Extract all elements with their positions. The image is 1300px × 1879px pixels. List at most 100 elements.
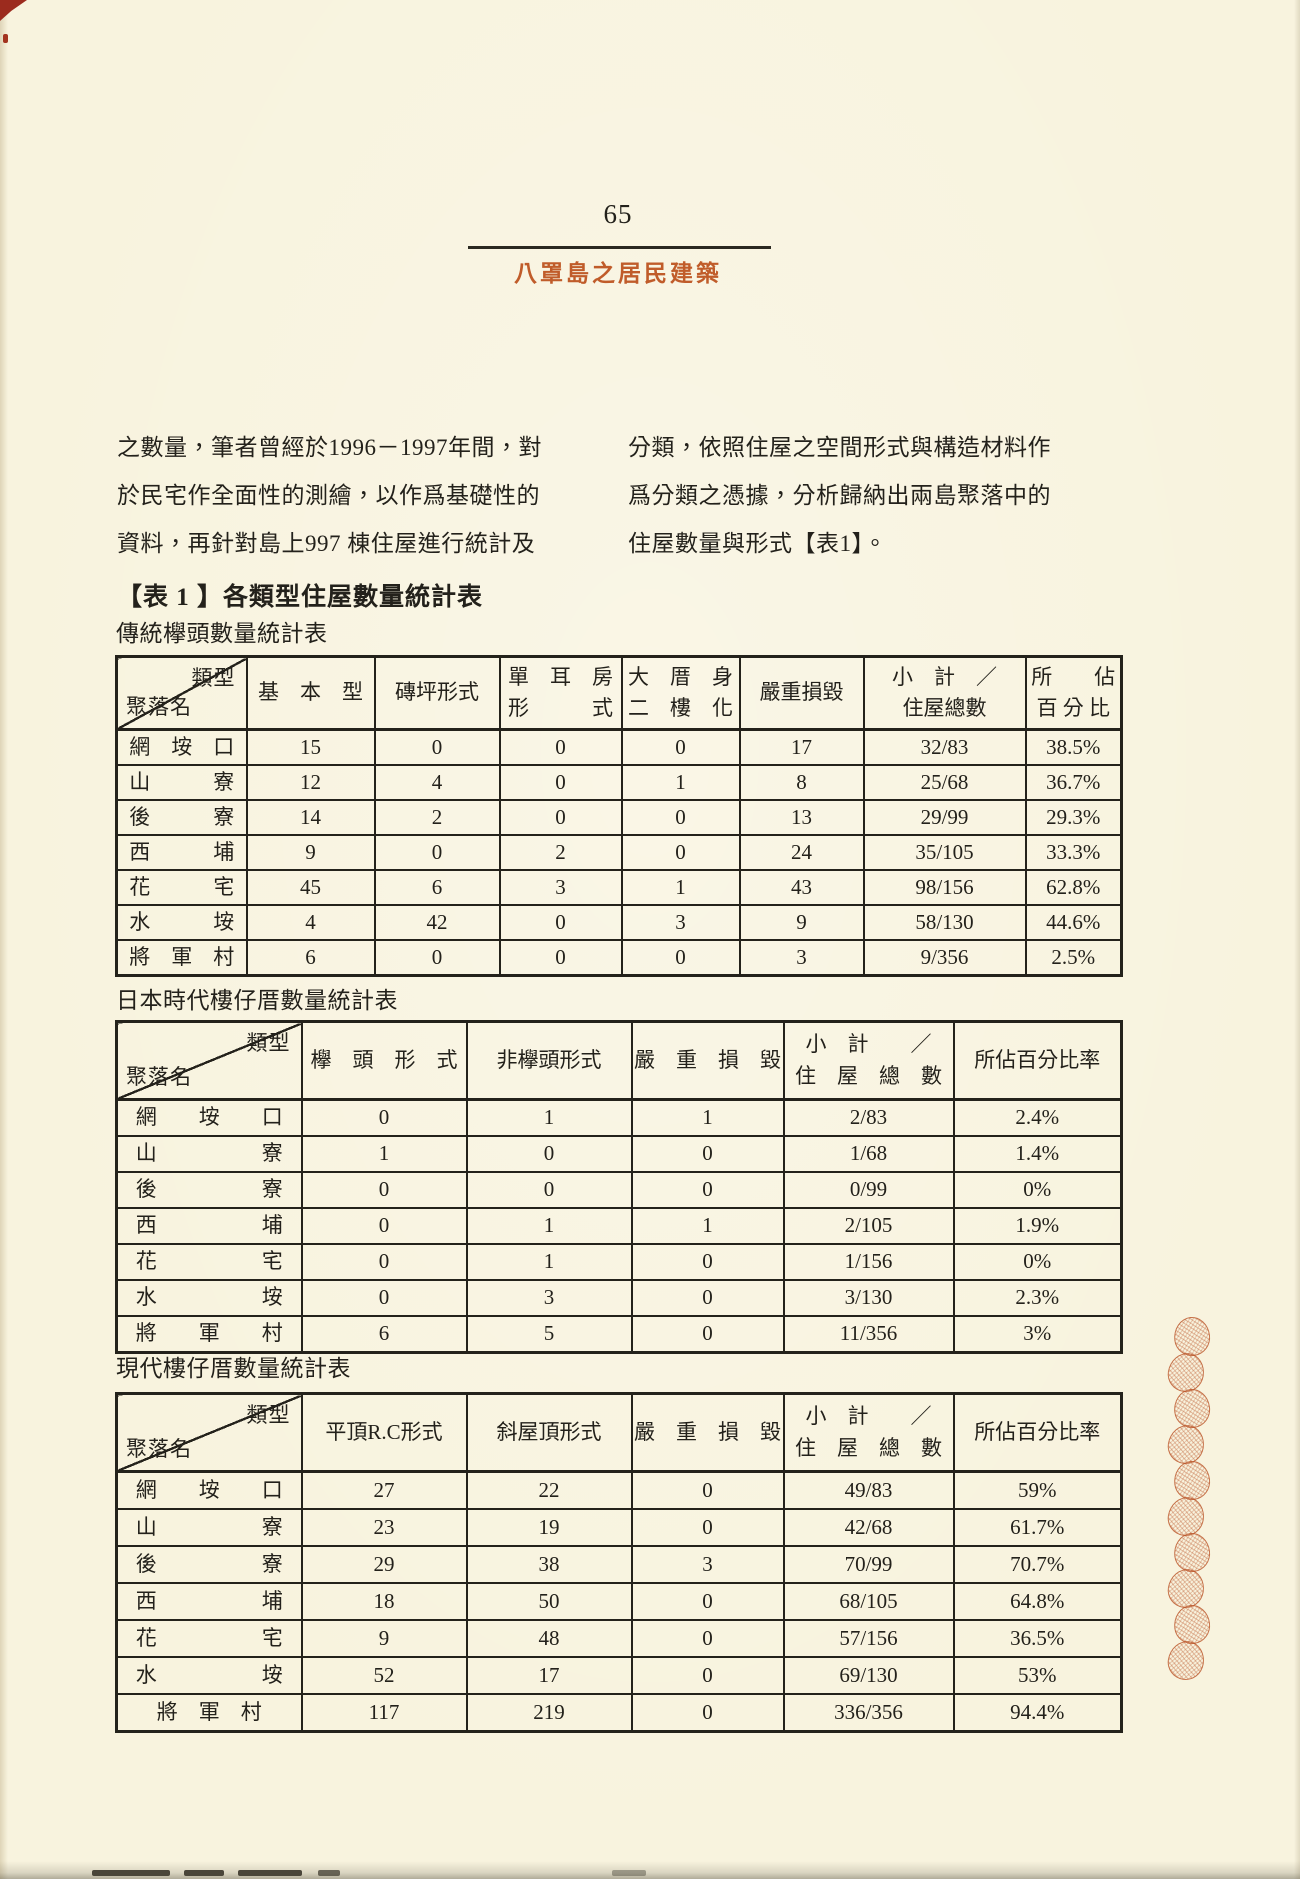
column-header: 欅 頭 形 式 bbox=[300, 1020, 468, 1101]
table-cell: 68/105 bbox=[782, 1582, 955, 1621]
diagonal-header-cell: 類型 聚落名 bbox=[115, 1392, 303, 1473]
table-cell: 9 bbox=[738, 904, 865, 941]
row-label: 水 垵 bbox=[115, 904, 248, 941]
table-cell: 44.6% bbox=[1024, 904, 1123, 941]
table-traditional-kueitou: 類型 聚落名基 本 型磚坪形式單 耳 房 形 式大 厝 身 二 樓 化嚴重損毀小 … bbox=[115, 655, 1123, 977]
table-modern-loutsaichu: 類型 聚落名 平頂R.C形式 斜屋頂形式嚴 重 損 毀小 計 ／ 住 屋 總 數所佔百… bbox=[115, 1392, 1123, 1733]
table-body: 網 垵 口 0 1 1 2/83 2.4% 山 寮 1 0 0 1/68 1.4% 後 寮 0 0 0 0/99… bbox=[115, 1098, 1123, 1354]
table-cell: 42 bbox=[373, 904, 501, 941]
row-label: 將 軍 村 bbox=[115, 1315, 303, 1354]
table-cell: 0/99 bbox=[782, 1171, 955, 1209]
table-cell: 3% bbox=[952, 1315, 1123, 1354]
intro-line: 之數量，筆者曾經於1996－1997年間，對 bbox=[117, 435, 542, 460]
table-cell: 0 bbox=[630, 1135, 785, 1173]
table-row: 山 寮 1 0 0 1/68 1.4% bbox=[115, 1135, 1123, 1173]
table-cell: 3/130 bbox=[782, 1279, 955, 1317]
diagonal-top-label: 類型 bbox=[246, 1403, 291, 1427]
table-cell: 1 bbox=[465, 1098, 633, 1137]
table-row: 將 軍 村 6 5 0 11/356 3% bbox=[115, 1315, 1123, 1354]
intro-left-column: 之數量，筆者曾經於1996－1997年間，對 於民宅作全面性的測繪，以作爲基礎性… bbox=[117, 424, 597, 568]
row-label: 將 軍 村 bbox=[115, 1693, 303, 1733]
table-caption-modern: 現代樓仔厝數量統計表 bbox=[116, 1356, 351, 1381]
column-header: 大 厝 身 二 樓 化 bbox=[620, 655, 741, 731]
scan-bottom-dash bbox=[238, 1870, 302, 1876]
table-cell: 0 bbox=[300, 1098, 468, 1137]
table1-main-title: 【表 1 】各類型住屋數量統計表 bbox=[117, 584, 484, 611]
table-cell: 52 bbox=[300, 1656, 468, 1695]
table-cell: 0 bbox=[620, 728, 741, 766]
table-cell: 0 bbox=[300, 1207, 468, 1245]
table-cell: 0 bbox=[373, 939, 501, 977]
column-header: 小 計 ／ 住 屋 總 數 bbox=[782, 1020, 955, 1101]
table-cell: 69/130 bbox=[782, 1656, 955, 1695]
table-cell: 11/356 bbox=[782, 1315, 955, 1354]
intro-line: 於民宅作全面性的測繪，以作爲基礎性的 bbox=[117, 483, 540, 508]
table-cell: 0% bbox=[952, 1171, 1123, 1209]
table-row: 後 寮 0 0 0 0/99 0% bbox=[115, 1171, 1123, 1209]
table-cell: 0 bbox=[465, 1135, 633, 1173]
table-cell: 0 bbox=[498, 939, 623, 977]
table-row: 山 寮 12 4 0 1 8 25/68 36.7% bbox=[115, 764, 1123, 801]
table-cell: 23 bbox=[300, 1508, 468, 1547]
table-cell: 17 bbox=[738, 728, 865, 766]
table-cell: 24 bbox=[738, 834, 865, 871]
table-cell: 64.8% bbox=[952, 1582, 1123, 1621]
table-cell: 70/99 bbox=[782, 1545, 955, 1584]
table-cell: 0 bbox=[498, 904, 623, 941]
seal-stamp-icon bbox=[1165, 1350, 1207, 1395]
table-head: 類型 聚落名欅 頭 形 式非欅頭形式嚴 重 損 毀小 計 ／ 住 屋 總 數所佔百… bbox=[115, 1020, 1123, 1101]
row-label: 西 埔 bbox=[115, 834, 248, 871]
table-head: 類型 聚落名 平頂R.C形式 斜屋頂形式嚴 重 損 毀小 計 ／ 住 屋 總 數所佔百… bbox=[115, 1392, 1123, 1473]
row-label: 水 垵 bbox=[115, 1656, 303, 1695]
table-cell: 32/83 bbox=[862, 728, 1027, 766]
row-label: 水 垵 bbox=[115, 1279, 303, 1317]
table-cell: 1.9% bbox=[952, 1207, 1123, 1245]
table-japanese-era-loutsaichu: 類型 聚落名欅 頭 形 式非欅頭形式嚴 重 損 毀小 計 ／ 住 屋 總 數所佔百… bbox=[115, 1020, 1123, 1354]
table-cell: 0 bbox=[630, 1171, 785, 1209]
table-cell: 1 bbox=[465, 1243, 633, 1281]
scan-bottom-dash bbox=[612, 1870, 646, 1876]
table-cell: 117 bbox=[300, 1693, 468, 1733]
table-cell: 2.3% bbox=[952, 1279, 1123, 1317]
table-row: 水 垵 52 17 0 69/130 53% bbox=[115, 1656, 1123, 1695]
table-caption-traditional: 傳統欅頭數量統計表 bbox=[116, 621, 328, 646]
table-caption-japanese-era: 日本時代樓仔厝數量統計表 bbox=[116, 988, 398, 1013]
table-cell: 2 bbox=[498, 834, 623, 871]
table-cell: 57/156 bbox=[782, 1619, 955, 1658]
seal-stamp-icon bbox=[1165, 1422, 1207, 1467]
table-cell: 29/99 bbox=[862, 799, 1027, 836]
table-row: 西 埔 9 0 2 0 24 35/105 33.3% bbox=[115, 834, 1123, 871]
table-row: 水 垵 4 42 0 3 9 58/130 44.6% bbox=[115, 904, 1123, 941]
table-cell: 0 bbox=[630, 1243, 785, 1281]
row-label: 後 寮 bbox=[115, 1545, 303, 1584]
column-header: 所 佔 百 分 比 bbox=[1024, 655, 1123, 731]
table-cell: 2.4% bbox=[952, 1098, 1123, 1137]
table-cell: 18 bbox=[300, 1582, 468, 1621]
seal-stamp-icon bbox=[1171, 1602, 1213, 1647]
table-cell: 1/68 bbox=[782, 1135, 955, 1173]
column-header: 所佔百分比率 bbox=[952, 1020, 1123, 1101]
table-cell: 0 bbox=[373, 834, 501, 871]
table-cell: 25/68 bbox=[862, 764, 1027, 801]
diagonal-header-cell: 類型 聚落名 bbox=[115, 1020, 303, 1101]
row-label: 山 寮 bbox=[115, 1508, 303, 1547]
table-cell: 0 bbox=[300, 1243, 468, 1281]
row-label: 花 宅 bbox=[115, 869, 248, 906]
table-cell: 70.7% bbox=[952, 1545, 1123, 1584]
column-header: 基 本 型 bbox=[245, 655, 376, 731]
diagonal-header-cell: 類型 聚落名 bbox=[115, 655, 248, 731]
intro-line: 住屋數量與形式【表1】。 bbox=[628, 531, 887, 556]
row-label: 網 垵 口 bbox=[115, 1470, 303, 1510]
table-cell: 0 bbox=[630, 1470, 785, 1510]
row-label: 西 埔 bbox=[115, 1582, 303, 1621]
row-label: 後 寮 bbox=[115, 1171, 303, 1209]
column-header: 斜屋頂形式 bbox=[465, 1392, 633, 1473]
seal-stamp-icon bbox=[1171, 1314, 1213, 1359]
table-row: 網 垵 口 15 0 0 0 17 32/83 38.5% bbox=[115, 728, 1123, 766]
table-cell: 17 bbox=[465, 1656, 633, 1695]
table-cell: 3 bbox=[465, 1279, 633, 1317]
table-row: 花 宅 9 48 0 57/156 36.5% bbox=[115, 1619, 1123, 1658]
table-cell: 35/105 bbox=[862, 834, 1027, 871]
table-cell: 19 bbox=[465, 1508, 633, 1547]
table-cell: 2/105 bbox=[782, 1207, 955, 1245]
